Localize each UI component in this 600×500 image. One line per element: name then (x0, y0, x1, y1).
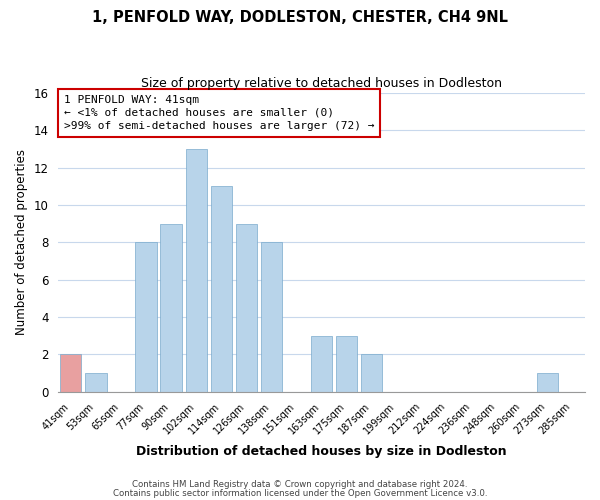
Bar (185, 149, 207, 392)
Bar (361, 354, 382, 392)
Bar (211, 186, 232, 392)
Y-axis label: Number of detached properties: Number of detached properties (15, 150, 28, 336)
X-axis label: Distribution of detached houses by size in Dodleston: Distribution of detached houses by size … (136, 444, 507, 458)
Bar (160, 224, 182, 392)
Text: Contains HM Land Registry data © Crown copyright and database right 2024.: Contains HM Land Registry data © Crown c… (132, 480, 468, 489)
Bar (261, 242, 282, 392)
Bar (136, 242, 157, 392)
Bar (85, 373, 107, 392)
Text: 1 PENFOLD WAY: 41sqm
← <1% of detached houses are smaller (0)
>99% of semi-detac: 1 PENFOLD WAY: 41sqm ← <1% of detached h… (64, 94, 374, 131)
Text: 1, PENFOLD WAY, DODLESTON, CHESTER, CH4 9NL: 1, PENFOLD WAY, DODLESTON, CHESTER, CH4 … (92, 10, 508, 25)
Bar (60, 354, 82, 392)
Bar (336, 336, 358, 392)
Text: Contains public sector information licensed under the Open Government Licence v3: Contains public sector information licen… (113, 489, 487, 498)
Bar (311, 336, 332, 392)
Title: Size of property relative to detached houses in Dodleston: Size of property relative to detached ho… (141, 78, 502, 90)
Bar (236, 224, 257, 392)
Bar (537, 373, 558, 392)
